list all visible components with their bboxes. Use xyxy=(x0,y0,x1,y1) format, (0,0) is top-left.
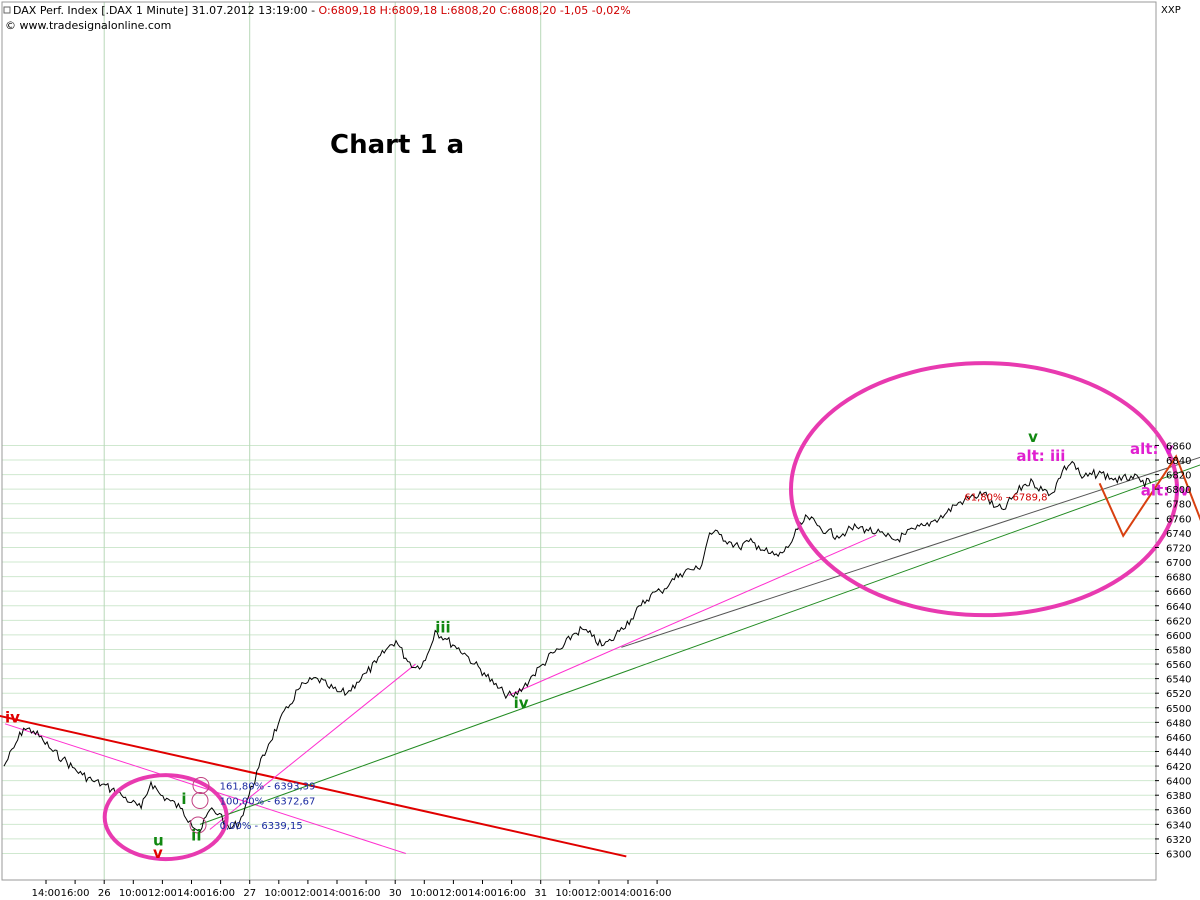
x-tick-label: 31 xyxy=(534,888,547,899)
y-axis: 6300 6320 6340 6360 6380 6400 6420 6440 6460 6480… xyxy=(1155,441,1191,861)
fib-marker-circle xyxy=(192,776,210,794)
x-tick-label: 27 xyxy=(243,888,256,899)
x-tick-label: 30 xyxy=(389,888,402,899)
y-tick-label: 6640 xyxy=(1166,602,1191,613)
x-tick-label: 16:00 xyxy=(352,888,381,899)
wave-ellipses xyxy=(102,361,1179,862)
header-checkbox-icon[interactable] xyxy=(3,6,11,14)
projection-path xyxy=(1098,454,1200,538)
trendline xyxy=(508,534,877,696)
wave-label: v xyxy=(153,844,163,862)
header-source: © www.tradesignalonline.com xyxy=(5,19,171,32)
fib-marker-circle xyxy=(191,792,209,810)
wave-label: iii xyxy=(435,619,450,637)
y-tick-label: 6800 xyxy=(1166,485,1191,496)
y-tick-label: 6300 xyxy=(1166,850,1191,861)
wave-label: alt: iii xyxy=(1016,447,1065,465)
x-tick-label: 16:00 xyxy=(206,888,235,899)
x-tick-label: 16:00 xyxy=(61,888,90,899)
y-tick-label: 6820 xyxy=(1166,471,1191,482)
wave-label: v xyxy=(1028,428,1038,446)
y-tick-label: 6600 xyxy=(1166,631,1191,642)
fib-marker-circle xyxy=(189,816,207,834)
wave-label: alt: v xyxy=(1130,440,1174,458)
x-tick-label: 12:00 xyxy=(584,888,613,899)
x-tick-label: 10:00 xyxy=(264,888,293,899)
x-tick-label: 14:00 xyxy=(323,888,352,899)
x-tick-label: 14:00 xyxy=(177,888,206,899)
wave-label: alt: iv xyxy=(1141,482,1190,500)
wave-label: iv xyxy=(514,694,529,712)
bottom-ellipse xyxy=(102,773,229,862)
grid-lines xyxy=(2,444,1155,854)
x-tick-label: 12:00 xyxy=(293,888,322,899)
x-tick-label: 16:00 xyxy=(497,888,526,899)
y-tick-label: 6780 xyxy=(1166,500,1191,511)
day-separators xyxy=(103,2,542,880)
y-tick-label: 6740 xyxy=(1166,529,1191,540)
y-tick-label: 6520 xyxy=(1166,689,1191,700)
wave-label: u xyxy=(153,831,164,849)
wave-label: iv xyxy=(5,708,20,726)
trendline xyxy=(199,464,1200,825)
x-tick-label: 26 xyxy=(98,888,111,899)
corner-label: XXP xyxy=(1161,5,1181,16)
x-tick-label: 14:00 xyxy=(614,888,643,899)
top-ellipse xyxy=(789,361,1179,618)
y-tick-label: 6400 xyxy=(1166,777,1191,788)
y-tick-label: 6660 xyxy=(1166,587,1191,598)
chart-title: Chart 1 a xyxy=(330,130,464,160)
x-tick-label: 12:00 xyxy=(148,888,177,899)
fib-labels: 161,80% - 6393,39 100,00% - 6372,67 0,00% … xyxy=(220,493,1048,832)
x-tick-label: 14:00 xyxy=(32,888,61,899)
y-tick-label: 6580 xyxy=(1166,645,1191,656)
y-tick-label: 6500 xyxy=(1166,704,1191,715)
y-tick-label: 6320 xyxy=(1166,835,1191,846)
x-tick-label: 10:00 xyxy=(119,888,148,899)
header-line: DAX Perf. Index [.DAX 1 Minute] 31.07.20… xyxy=(13,4,631,17)
wave-label: i xyxy=(181,790,186,808)
fib-label: 61,80% - 6789,8 xyxy=(964,493,1047,504)
y-tick-label: 6480 xyxy=(1166,718,1191,729)
x-axis: 14:00 16:00 26 10:00 12:00 14:00 16:00 27 10:00 1… xyxy=(32,880,672,899)
y-tick-label: 6680 xyxy=(1166,573,1191,584)
plot-frame xyxy=(1,1,1157,881)
x-tick-label: 16:00 xyxy=(643,888,672,899)
y-tick-label: 6420 xyxy=(1166,762,1191,773)
fib-label: 100,00% - 6372,67 xyxy=(220,797,316,808)
projection-polyline xyxy=(1098,454,1200,538)
header-instrument: DAX Perf. Index [.DAX 1 Minute] 31.07.20… xyxy=(13,4,319,17)
y-tick-label: 6860 xyxy=(1166,441,1191,452)
price-line xyxy=(3,460,1152,833)
trendline xyxy=(621,456,1200,648)
y-tick-label: 6720 xyxy=(1166,543,1191,554)
y-tick-label: 6760 xyxy=(1166,514,1191,525)
price-series xyxy=(3,460,1152,833)
y-tick-label: 6840 xyxy=(1166,456,1191,467)
y-tick-label: 6560 xyxy=(1166,660,1191,671)
trendline xyxy=(0,714,627,858)
x-tick-label: 14:00 xyxy=(468,888,497,899)
y-tick-label: 6540 xyxy=(1166,675,1191,686)
trendline xyxy=(4,723,406,854)
x-tick-label: 12:00 xyxy=(439,888,468,899)
y-tick-label: 6700 xyxy=(1166,558,1191,569)
wave-label: ii xyxy=(191,826,201,844)
trendline xyxy=(209,663,416,830)
y-tick-label: 6380 xyxy=(1166,791,1191,802)
y-tick-label: 6440 xyxy=(1166,747,1191,758)
y-tick-label: 6620 xyxy=(1166,616,1191,627)
x-tick-label: 10:00 xyxy=(555,888,584,899)
x-tick-label: 10:00 xyxy=(410,888,439,899)
y-tick-label: 6360 xyxy=(1166,806,1191,817)
fib-label: 0,00% - 6339,15 xyxy=(220,821,303,832)
y-tick-label: 6460 xyxy=(1166,733,1191,744)
y-tick-label: 6340 xyxy=(1166,820,1191,831)
fib-markers xyxy=(189,776,210,834)
trendlines xyxy=(0,456,1200,858)
header-ohlc: O:6809,18 H:6809,18 L:6808,20 C:6808,20 … xyxy=(319,4,631,17)
fib-label: 161,80% - 6393,39 xyxy=(220,781,316,792)
